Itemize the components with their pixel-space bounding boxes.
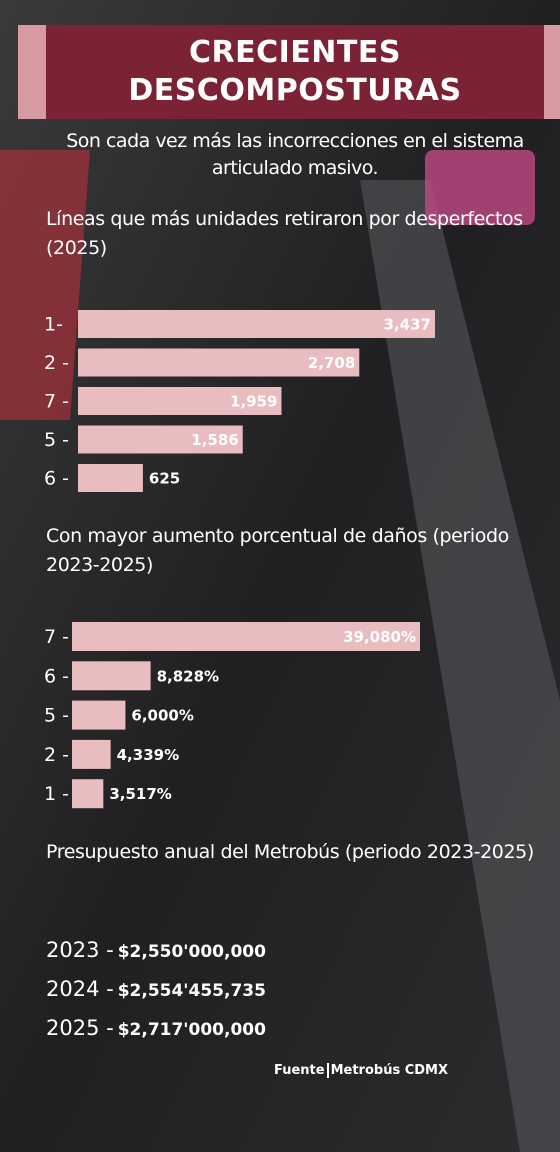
budget-amount: $2,554'455,735	[117, 981, 266, 1001]
budget-year: 2024 -	[46, 977, 114, 1001]
bar	[72, 779, 104, 809]
budget-year: 2023 -	[46, 938, 114, 962]
category-label: 1 -	[44, 783, 69, 805]
value-label: 39,080%	[343, 628, 416, 646]
category-label: 7 -	[44, 391, 69, 413]
bar	[78, 464, 143, 492]
chart-title: Con mayor aumento porcentual de daños (p…	[46, 525, 509, 576]
value-label: 1,586	[191, 431, 238, 449]
value-label: 2,708	[308, 354, 355, 372]
value-label: 3,517%	[109, 785, 171, 803]
category-label: 2 -	[44, 744, 69, 766]
bar	[78, 348, 360, 377]
value-label: 625	[149, 470, 180, 488]
value-label: 8,828%	[157, 667, 219, 685]
source: Fuente Metrobús CDMX	[274, 1063, 448, 1078]
bar	[78, 310, 435, 338]
value-label: 3,437	[384, 316, 431, 334]
bar	[78, 425, 243, 454]
category-label: 5 -	[44, 705, 69, 727]
category-label: 6 -	[44, 665, 69, 687]
budget-title: Presupuesto anual del Metrobús (periodo …	[46, 841, 534, 863]
title: CRECIENTES DESCOMPOSTURAS	[128, 35, 462, 108]
value-label: 6,000%	[131, 707, 193, 725]
title-banner: CRECIENTES DESCOMPOSTURAS	[18, 25, 560, 119]
source-name: Metrobús CDMX	[330, 1063, 449, 1078]
value-label: 1,959	[230, 393, 277, 411]
budget-row: 2025 - $2,717'000,000	[46, 1016, 266, 1040]
budget-amount: $2,550'000,000	[117, 942, 266, 962]
budget-year: 2025 -	[46, 1016, 114, 1040]
bar	[72, 661, 151, 691]
budget-row: 2023 - $2,550'000,000	[46, 938, 266, 962]
chart-title: Líneas que más unidades retiraron por de…	[46, 208, 523, 259]
category-label: 1-	[44, 314, 63, 336]
bar	[72, 739, 111, 769]
bar	[72, 700, 126, 730]
budget-amount: $2,717'000,000	[117, 1020, 266, 1040]
category-label: 6 -	[44, 468, 69, 490]
category-label: 7 -	[44, 626, 69, 648]
subtitle: Son cada vez más las incorrecciones en e…	[66, 130, 524, 179]
value-label: 4,339%	[117, 746, 179, 764]
bar	[78, 387, 282, 415]
budget-row: 2024 - $2,554'455,735	[46, 977, 266, 1001]
bar	[72, 622, 420, 651]
category-label: 5 -	[44, 429, 69, 451]
source-label: Fuente	[274, 1063, 325, 1078]
category-label: 2 -	[44, 352, 69, 374]
